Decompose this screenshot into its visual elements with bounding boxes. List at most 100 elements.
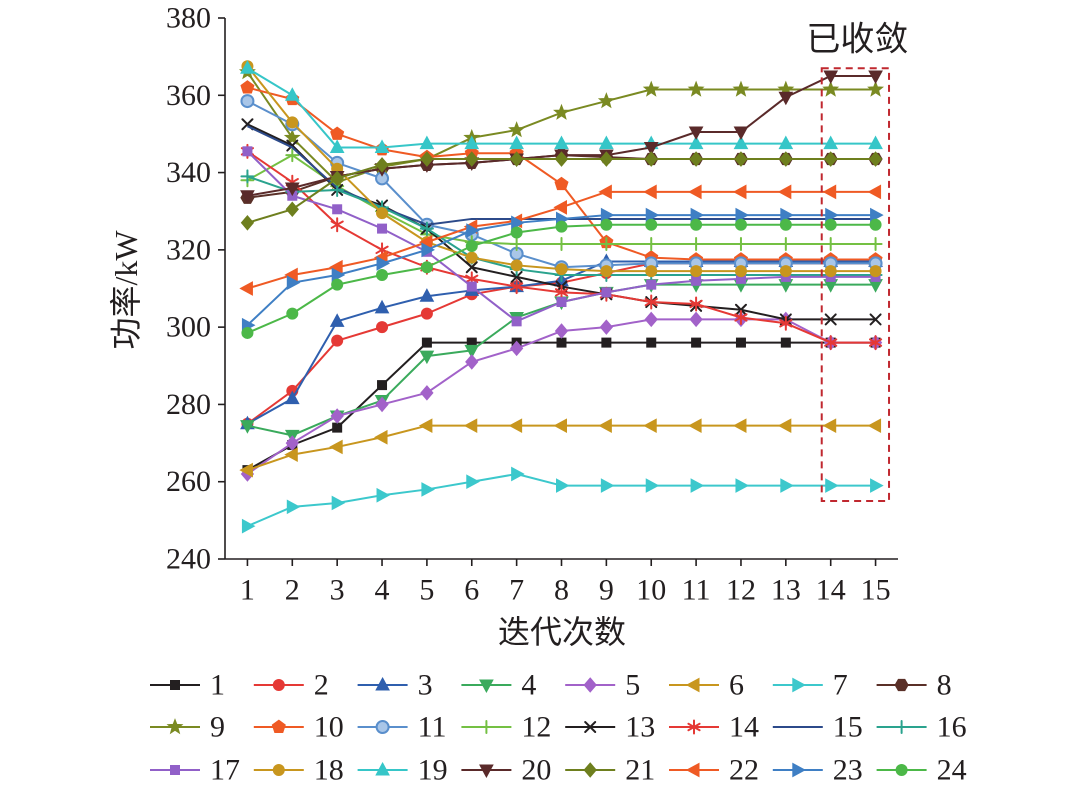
series-13-point-7 bbox=[510, 270, 523, 283]
series-1-point-10 bbox=[646, 337, 657, 348]
series-19-point-6 bbox=[464, 135, 480, 150]
legend-item-21: 21 bbox=[565, 754, 655, 787]
series-21-point-9 bbox=[599, 151, 614, 167]
series-2-point-5 bbox=[420, 307, 433, 320]
series-12-point-15 bbox=[868, 237, 883, 252]
legend-label: 15 bbox=[833, 711, 863, 744]
series-9-point-11 bbox=[687, 80, 705, 97]
series-5-point-11 bbox=[689, 311, 703, 328]
series-1-point-5 bbox=[421, 337, 432, 348]
series-5-point-3 bbox=[330, 408, 344, 424]
series-1-point-6 bbox=[466, 337, 477, 348]
series-17-point-3 bbox=[332, 204, 343, 215]
series-18-point-11 bbox=[690, 265, 703, 278]
series-9-point-9 bbox=[597, 92, 615, 109]
legend-marker bbox=[479, 764, 494, 779]
x-tick-label: 9 bbox=[599, 574, 614, 607]
series-20-point-13 bbox=[778, 91, 794, 106]
series-21-point-4 bbox=[375, 157, 389, 173]
series-20-point-12 bbox=[733, 126, 749, 141]
legend-marker bbox=[584, 721, 597, 733]
y-tick-label: 360 bbox=[166, 79, 211, 112]
series-3-point-2 bbox=[284, 390, 300, 405]
series-21 bbox=[240, 151, 883, 231]
x-tick-label: 4 bbox=[375, 574, 390, 607]
series-18-point-9 bbox=[600, 265, 613, 278]
series-9-point-10 bbox=[642, 80, 660, 97]
series-6 bbox=[239, 418, 882, 478]
series-24-point-11 bbox=[690, 218, 703, 231]
series-17-point-6 bbox=[466, 281, 477, 292]
series-23-point-7 bbox=[511, 215, 525, 231]
series-9-point-12 bbox=[732, 80, 750, 97]
series-24-point-7 bbox=[510, 226, 523, 239]
series-20-point-1 bbox=[240, 190, 255, 204]
legend-marker bbox=[685, 677, 700, 693]
series-2-point-3 bbox=[331, 334, 344, 347]
legend-label: 6 bbox=[729, 669, 744, 702]
series-1-point-11 bbox=[691, 337, 702, 348]
series-18-point-4 bbox=[376, 207, 389, 220]
y-tick-label: 280 bbox=[166, 388, 211, 421]
legend-item-23: 23 bbox=[772, 754, 863, 787]
legend-marker bbox=[375, 720, 390, 734]
legend-item-12: 12 bbox=[461, 711, 551, 744]
x-tick-label: 6 bbox=[464, 574, 479, 607]
series-24-point-12 bbox=[734, 218, 747, 231]
legend-item-14: 14 bbox=[669, 711, 759, 744]
series-9-point-14 bbox=[822, 80, 840, 97]
series-24-point-9 bbox=[600, 218, 613, 231]
series-6-point-4 bbox=[373, 429, 388, 445]
series-18 bbox=[241, 60, 882, 278]
legend-label: 11 bbox=[418, 711, 447, 744]
legend-label: 8 bbox=[937, 669, 952, 702]
series-24-point-13 bbox=[779, 218, 792, 231]
y-tick-label: 260 bbox=[166, 465, 211, 498]
legend-label: 16 bbox=[937, 711, 967, 744]
series-17-point-4 bbox=[377, 223, 388, 234]
series-20-point-11 bbox=[688, 126, 704, 141]
series-10-point-8 bbox=[554, 176, 569, 191]
legend-marker bbox=[792, 762, 806, 778]
series-1-point-3 bbox=[332, 422, 343, 433]
series-23-point-5 bbox=[421, 242, 435, 258]
x-tick-label: 10 bbox=[636, 574, 666, 607]
legend-label: 3 bbox=[418, 669, 433, 702]
series-17-point-7 bbox=[511, 316, 522, 327]
legend-item-4: 4 bbox=[461, 669, 536, 702]
legend-marker bbox=[271, 719, 286, 733]
x-tick-label: 11 bbox=[682, 574, 711, 607]
legend-item-10: 10 bbox=[253, 711, 344, 744]
legend-label: 13 bbox=[625, 711, 655, 744]
series-11-point-1 bbox=[240, 94, 255, 109]
series-14-point-7 bbox=[510, 279, 524, 295]
series-7-point-3 bbox=[331, 495, 346, 511]
series-24-point-1 bbox=[241, 326, 254, 339]
legend-label: 18 bbox=[314, 754, 344, 787]
legend-item-9: 9 bbox=[150, 711, 225, 744]
series-10-point-1 bbox=[240, 80, 255, 94]
series-1-point-13 bbox=[780, 337, 791, 348]
legend-label: 17 bbox=[210, 754, 240, 787]
series-19-point-13 bbox=[778, 135, 794, 150]
series-6-point-14 bbox=[822, 418, 837, 434]
series-24-point-3 bbox=[331, 278, 344, 291]
series-9-point-15 bbox=[867, 80, 885, 97]
legend-item-7: 7 bbox=[772, 669, 848, 702]
series-5-point-6 bbox=[465, 354, 479, 370]
series-7-point-4 bbox=[376, 487, 391, 503]
series-18-point-6 bbox=[465, 251, 478, 264]
series-13-point-14 bbox=[824, 313, 837, 326]
y-axis-title: 功率/kW bbox=[108, 230, 144, 350]
series-1 bbox=[242, 337, 881, 476]
series-23-point-2 bbox=[286, 275, 301, 291]
series-3-point-3 bbox=[329, 313, 345, 327]
series-23-point-10 bbox=[645, 207, 660, 223]
legend-label: 10 bbox=[314, 711, 344, 744]
x-axis-title: 迭代次数 bbox=[498, 614, 626, 650]
series-21-point-5 bbox=[420, 151, 434, 167]
series-12-point-9 bbox=[599, 237, 614, 252]
series-24-point-2 bbox=[286, 307, 299, 320]
series-1-point-12 bbox=[735, 337, 746, 348]
legend-label: 23 bbox=[833, 754, 863, 787]
